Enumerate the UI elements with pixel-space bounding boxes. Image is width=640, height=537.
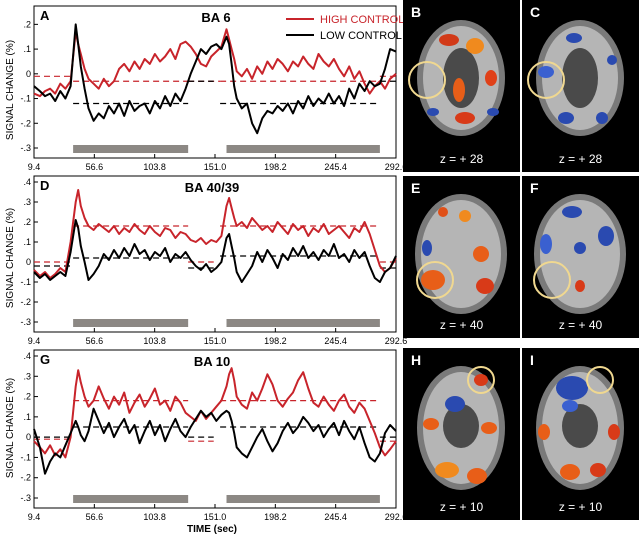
chart-title-middle: BA 40/39	[185, 180, 239, 195]
ylabel-top: SIGNAL CHANGE (%)	[5, 40, 16, 140]
ytick-label-middle-4: .1	[23, 237, 31, 247]
xlabel: TIME (sec)	[187, 524, 237, 535]
legend: HIGH CONTROL LOW CONTROL	[286, 14, 404, 42]
caption-i: z = + 10	[558, 500, 603, 514]
xtick-label-middle-0: 9.4	[28, 336, 41, 346]
task-block-bottom-0	[73, 495, 189, 503]
xtick-label-bottom-6: 292.6	[385, 512, 408, 522]
series-line-top-high	[33, 28, 397, 98]
xtick-label-top-2: 103.8	[143, 162, 166, 172]
legend-label-low: LOW CONTROL	[320, 30, 402, 42]
brain-slice-i	[536, 366, 624, 490]
xtick-label-middle-6: 292.6	[385, 336, 408, 346]
panel-letter-a: A	[40, 8, 50, 23]
task-block-middle-1	[226, 319, 380, 327]
ytick-label-bottom-2: -.1	[20, 452, 31, 462]
series-line-top-low	[33, 23, 397, 135]
ytick-label-top-0: -.3	[20, 143, 31, 153]
caption-e: z = + 40	[439, 318, 484, 332]
brain-slice-b	[408, 20, 505, 136]
ylabel-bottom: SIGNAL CHANGE (%)	[5, 378, 16, 478]
xtick-label-middle-3: 151.0	[204, 336, 227, 346]
brain-slice-c	[527, 20, 624, 136]
ytick-label-middle-0: -.3	[20, 317, 31, 327]
brain-slice-e	[415, 194, 507, 314]
caption-h: z = + 10	[439, 500, 484, 514]
ytick-label-top-2: -.1	[20, 94, 31, 104]
brain-panel-h: H z = + 10	[403, 348, 520, 520]
legend-label-high: HIGH CONTROL	[320, 14, 404, 26]
panel-letter-h: H	[411, 352, 422, 368]
xtick-label-top-0: 9.4	[28, 162, 41, 172]
panel-letter-c: C	[530, 4, 541, 20]
caption-f: z = + 40	[558, 318, 603, 332]
xtick-label-bottom-5: 245.4	[324, 512, 347, 522]
chart-middle: -.3 -.2 -.1 0 .1 .2 .3 .4 9.4 56.6 103.8 151.0 198.2…	[20, 175, 408, 346]
ytick-label-top-3: 0	[26, 69, 31, 79]
ytick-label-middle-6: .3	[23, 197, 31, 207]
charts-group: -.3 -.2 -.1 0 .1 .2 9.4 56.6 103.8 151.0 198.2 245.…	[20, 5, 408, 522]
panel-letter-f: F	[530, 180, 539, 196]
ytick-label-bottom-6: .3	[23, 371, 31, 381]
ytick-label-bottom-3: 0	[26, 432, 31, 442]
task-block-middle-0	[73, 319, 189, 327]
series-line-middle-high	[33, 189, 397, 279]
xtick-label-bottom-1: 56.6	[86, 512, 104, 522]
series-line-middle-low	[33, 219, 397, 283]
brain-panel-c: C z = + 28	[522, 0, 639, 172]
ytick-label-bottom-7: .4	[23, 351, 31, 361]
chart-frame-top	[33, 5, 397, 159]
task-block-bottom-1	[226, 495, 380, 503]
brain-panel-f: F z = + 40	[522, 176, 639, 338]
series-line-bottom-high	[33, 367, 397, 459]
ylabel-middle: SIGNAL CHANGE (%)	[5, 208, 16, 308]
xtick-label-bottom-0: 9.4	[28, 512, 41, 522]
panel-letter-e: E	[411, 180, 421, 196]
chart-title-top: BA 6	[201, 10, 230, 25]
panel-letter-g: G	[40, 352, 50, 367]
series-line-bottom-low	[33, 407, 397, 475]
ytick-label-middle-3: 0	[26, 257, 31, 267]
xtick-label-bottom-3: 151.0	[204, 512, 227, 522]
chart-bottom: -.3 -.2 -.1 0 .1 .2 .3 .4 9.4 56.6 103.8 151.0 198.2…	[20, 349, 408, 522]
chart-frame-middle	[33, 175, 397, 333]
ytick-label-middle-2: -.1	[20, 277, 31, 287]
ytick-label-middle-1: -.2	[20, 297, 31, 307]
ytick-label-bottom-0: -.3	[20, 493, 31, 503]
xtick-label-top-4: 198.2	[264, 162, 287, 172]
task-block-top-1	[226, 145, 380, 153]
xtick-label-top-6: 292.6	[385, 162, 408, 172]
chart-title-bottom: BA 10	[194, 354, 230, 369]
ytick-label-top-5: .2	[23, 19, 31, 29]
xtick-label-middle-4: 198.2	[264, 336, 287, 346]
xtick-label-bottom-2: 103.8	[143, 512, 166, 522]
caption-b: z = + 28	[439, 152, 484, 166]
task-block-top-0	[73, 145, 189, 153]
ytick-label-bottom-4: .1	[23, 412, 31, 422]
brain-panel-i: I z = + 10	[522, 348, 639, 520]
xtick-label-middle-5: 245.4	[324, 336, 347, 346]
brain-slice-f	[533, 194, 626, 314]
caption-c: z = + 28	[558, 152, 603, 166]
xtick-label-middle-1: 56.6	[86, 336, 104, 346]
xtick-label-top-3: 151.0	[204, 162, 227, 172]
brain-panel-b: B z = + 28	[403, 0, 520, 172]
ytick-label-middle-7: .4	[23, 177, 31, 187]
chart-top: -.3 -.2 -.1 0 .1 .2 9.4 56.6 103.8 151.0 198.2 245.…	[20, 5, 408, 172]
ytick-label-bottom-1: -.2	[20, 473, 31, 483]
brain-panel-e: E z = + 40	[403, 176, 520, 338]
ytick-label-middle-5: .2	[23, 217, 31, 227]
xtick-label-top-1: 56.6	[86, 162, 104, 172]
xtick-label-top-5: 245.4	[324, 162, 347, 172]
panel-letter-b: B	[411, 4, 422, 20]
ytick-label-top-4: .1	[23, 44, 31, 54]
xtick-label-bottom-4: 198.2	[264, 512, 287, 522]
ytick-label-top-1: -.2	[20, 118, 31, 128]
brain-slice-h	[417, 366, 505, 490]
panel-letter-i: I	[530, 352, 534, 368]
xtick-label-middle-2: 103.8	[143, 336, 166, 346]
panel-letter-d: D	[40, 178, 49, 193]
ytick-label-bottom-5: .2	[23, 392, 31, 402]
